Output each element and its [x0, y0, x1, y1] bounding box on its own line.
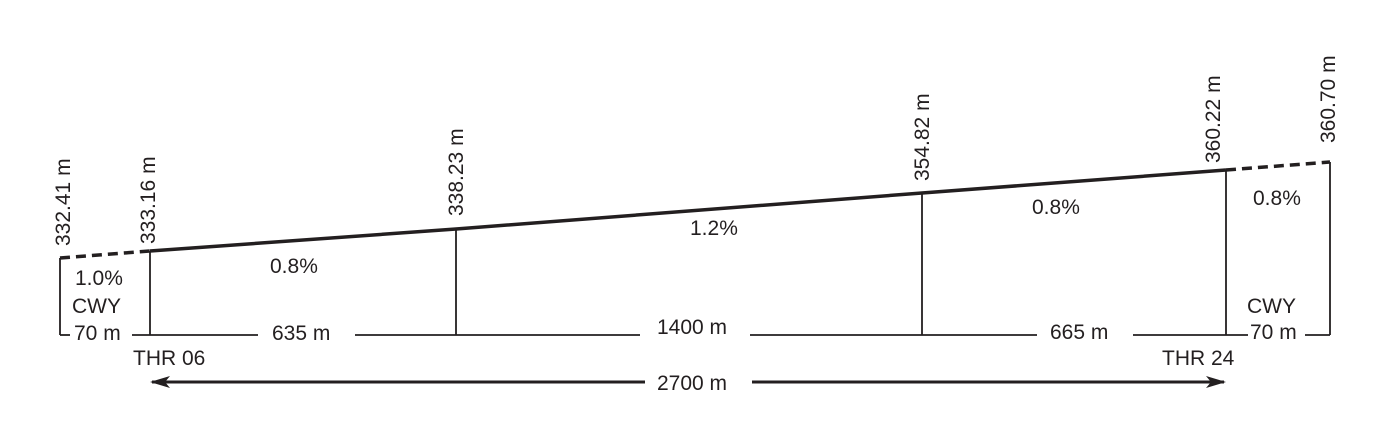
elevation-thr24: 360.22 m — [1202, 75, 1225, 163]
distance-segment3: 665 m — [1050, 321, 1108, 344]
slope-segment3: 0.8% — [1032, 196, 1080, 219]
elevation-cwy-start: 332.41 m — [52, 158, 75, 246]
clearway-left-profile — [59, 249, 151, 260]
distance-segment1: 635 m — [272, 322, 330, 345]
distance-cwy-right: 70 m — [1250, 321, 1297, 344]
distance-cwy-left: 70 m — [74, 322, 121, 345]
distance-total: 2700 m — [657, 372, 727, 395]
slope-cwy-left: 1.0% — [75, 267, 123, 290]
cwy-right-label: CWY — [1247, 295, 1296, 318]
elevation-cwy-end: 360.70 m — [1317, 55, 1340, 143]
threshold-24-label: THR 24 — [1162, 347, 1235, 370]
runway-profile — [149, 168, 1227, 253]
elevation-point1: 338.23 m — [445, 128, 468, 216]
slope-segment2: 1.2% — [690, 217, 738, 240]
clearway-right-profile — [1225, 160, 1331, 172]
distance-segment2: 1400 m — [657, 316, 727, 339]
elevation-thr06: 333.16 m — [137, 156, 160, 244]
cwy-left-label: CWY — [72, 295, 121, 318]
slope-cwy-right: 0.8% — [1253, 187, 1301, 210]
threshold-06-label: THR 06 — [133, 347, 205, 370]
slope-segment1: 0.8% — [270, 255, 318, 278]
elevation-point2: 354.82 m — [911, 93, 934, 181]
